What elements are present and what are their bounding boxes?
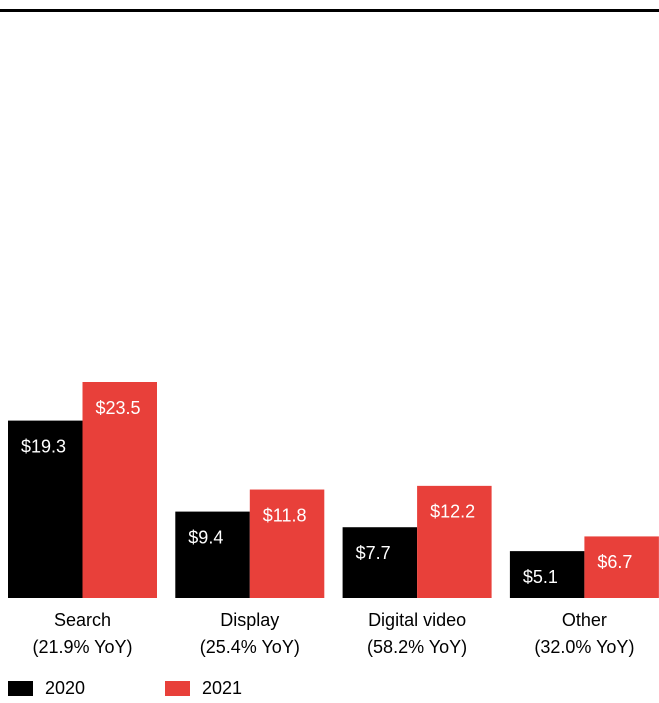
bar [509, 551, 585, 598]
value-label: $9.4 [188, 527, 223, 547]
category-note: (21.9% YoY) [32, 637, 132, 657]
category-note: (25.4% YoY) [200, 637, 300, 657]
value-label: $11.8 [263, 505, 307, 525]
top-rule [0, 9, 659, 12]
value-label: $5.1 [523, 567, 558, 587]
category-label: Display [220, 610, 279, 630]
bar [8, 420, 83, 598]
bar [417, 485, 492, 598]
legend-label: 2021 [202, 678, 242, 698]
category-note: (58.2% YoY) [367, 637, 467, 657]
bar [584, 536, 659, 598]
legend-label: 2020 [45, 678, 85, 698]
legend-swatch [165, 681, 190, 696]
category-note: (32.0% YoY) [534, 637, 634, 657]
value-label: $19.3 [21, 436, 66, 456]
legend-swatch [8, 681, 33, 696]
value-label: $12.2 [430, 502, 475, 522]
category-label: Digital video [368, 610, 466, 630]
category-label: Other [562, 610, 607, 630]
bar [342, 527, 418, 598]
value-label: $7.7 [356, 543, 391, 563]
bar [175, 511, 250, 598]
value-label: $23.5 [96, 398, 141, 418]
value-label: $6.7 [597, 552, 632, 572]
bar [249, 489, 325, 598]
bar [82, 382, 157, 598]
category-label: Search [54, 610, 111, 630]
